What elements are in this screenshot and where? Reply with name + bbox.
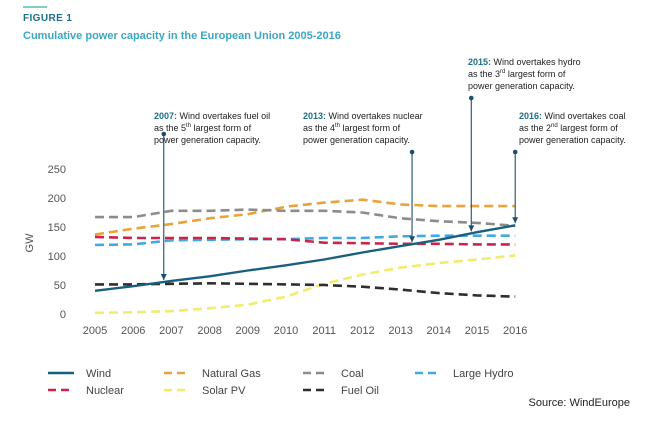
annotation-line3: power generation capacity.: [519, 135, 626, 145]
annotation-line1: Wind overtakes hydro: [491, 57, 581, 67]
annotation-line2b: largest form of: [557, 123, 618, 133]
series-line-natural-gas: [94, 198, 516, 236]
series-line-solar-pv: [94, 254, 516, 315]
annotation-line2a: as the 5: [154, 123, 187, 133]
annotation-line2a: as the 4: [303, 123, 336, 133]
annotation-line3: power generation capacity.: [303, 135, 410, 145]
annotation-2016: 2016: Wind overtakes coal as the 2nd lar…: [519, 110, 626, 146]
y-axis-label: GW: [24, 233, 36, 253]
annotation-line2a: as the 2: [519, 123, 552, 133]
annotation-2015: 2015: Wind overtakes hydro as the 3rd la…: [468, 56, 581, 92]
legend-label: Large Hydro: [453, 368, 514, 380]
annotation-line1: Wind overtakes fuel oil: [177, 111, 271, 121]
x-tick-label: 2012: [350, 325, 374, 337]
y-tick-label: 200: [48, 193, 66, 205]
series-line-wind: [94, 224, 516, 292]
x-tick-label: 2015: [465, 325, 489, 337]
annotation-line2b: largest form of: [505, 69, 566, 79]
chart-title: Cumulative power capacity in the Europea…: [23, 30, 341, 42]
x-tick-label: 2005: [83, 325, 107, 337]
x-tick-label: 2009: [236, 325, 260, 337]
figure-label: FIGURE 1: [23, 13, 73, 24]
y-tick-label: 100: [48, 251, 66, 263]
x-tick-label: 2007: [159, 325, 183, 337]
series-line-nuclear: [94, 235, 516, 246]
annotation-line2b: largest form of: [191, 123, 252, 133]
legend-label: Wind: [86, 368, 111, 380]
annotation-line2a: as the 3: [468, 69, 501, 79]
annotation-line2b: largest form of: [340, 123, 401, 133]
annotation-pointer-arrow: [512, 217, 519, 224]
top-accent-bar: [23, 6, 47, 8]
annotation-line3: power generation capacity.: [154, 135, 261, 145]
annotation-line3: power generation capacity.: [468, 81, 575, 91]
annotation-pointer-arrow: [160, 273, 167, 280]
annotation-sup: rd: [500, 69, 506, 75]
annotation-pointer-dot: [512, 149, 518, 155]
legend-label: Solar PV: [202, 385, 246, 397]
annotation-sup: th: [335, 123, 341, 129]
series-line-coal: [95, 208, 516, 228]
x-tick-label: 2008: [197, 325, 221, 337]
annotation-pointer-arrow: [468, 225, 475, 232]
annotation-2007: 2007: Wind overtakes fuel oil as the 5th…: [154, 110, 270, 146]
x-tick-label: 2016: [503, 325, 527, 337]
annotation-head: 2013:: [303, 111, 327, 121]
legend-label: Fuel Oil: [341, 385, 379, 397]
x-tick-label: 2013: [388, 325, 412, 337]
annotation-sup: th: [186, 123, 192, 129]
annotation-head: 2007:: [154, 111, 178, 121]
annotation-pointer-dot: [468, 95, 474, 101]
series-line-large-hydro: [94, 234, 516, 247]
annotation-pointer-dot: [161, 131, 167, 137]
annotation-2013: 2013: Wind overtakes nuclear as the 4th …: [303, 110, 423, 146]
legend-label: Coal: [341, 368, 364, 380]
annotation-line1: Wind overtakes coal: [542, 111, 626, 121]
legend-label: Nuclear: [86, 385, 124, 397]
annotation-pointer-dot: [409, 149, 415, 155]
annotation-pointer-arrow: [409, 236, 416, 243]
annotation-line1: Wind overtakes nuclear: [326, 111, 423, 121]
y-tick-label: 50: [54, 280, 66, 292]
y-tick-label: 150: [48, 222, 66, 234]
y-tick-label: 250: [48, 164, 66, 176]
x-tick-label: 2006: [121, 325, 145, 337]
source-note: Source: WindEurope: [528, 397, 631, 409]
x-tick-label: 2011: [312, 325, 336, 337]
y-tick-label: 0: [60, 309, 66, 321]
legend-label: Natural Gas: [202, 368, 261, 380]
x-tick-label: 2014: [427, 325, 451, 337]
annotation-head: 2016:: [519, 111, 543, 121]
annotation-head: 2015:: [468, 57, 492, 67]
series-line-fuel-oil: [95, 281, 516, 298]
x-tick-label: 2010: [274, 325, 298, 337]
annotation-sup: nd: [551, 123, 558, 129]
